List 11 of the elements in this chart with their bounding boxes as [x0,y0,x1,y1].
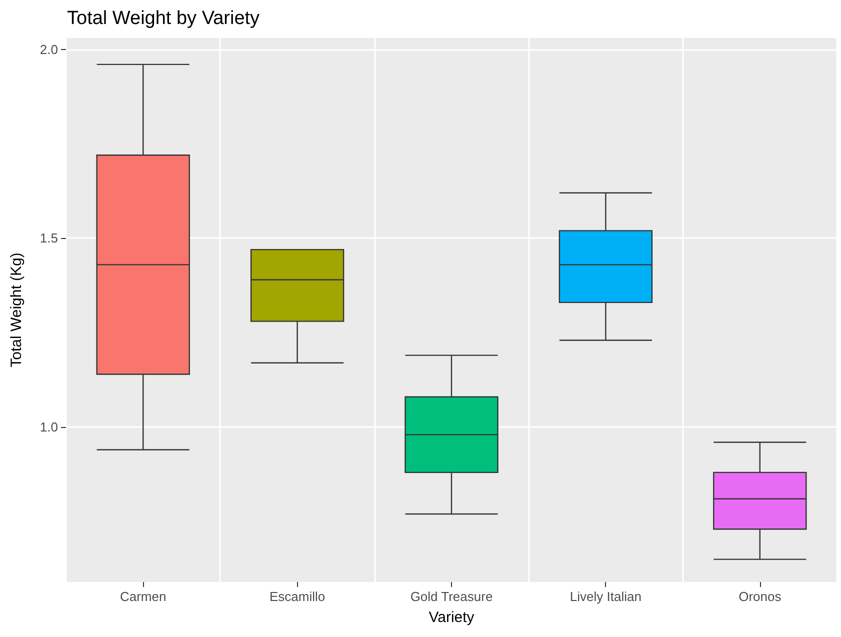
x-axis-title: Variety [428,609,475,626]
y-tick-label: 2.0 [40,42,58,57]
y-tick-label: 1.0 [40,420,58,435]
chart-title: Total Weight by Variety [67,8,260,29]
x-tick-label: Escamillo [269,589,326,604]
y-axis-title: Total Weight (Kg) [8,252,25,368]
y-tick-label: 1.5 [40,230,58,246]
x-tick-label: Lively Italian [570,589,642,604]
x-tick-label: Gold Treasure [410,589,493,604]
x-tick-label: Carmen [120,589,166,604]
x-tick-label: Oronos [738,589,782,604]
